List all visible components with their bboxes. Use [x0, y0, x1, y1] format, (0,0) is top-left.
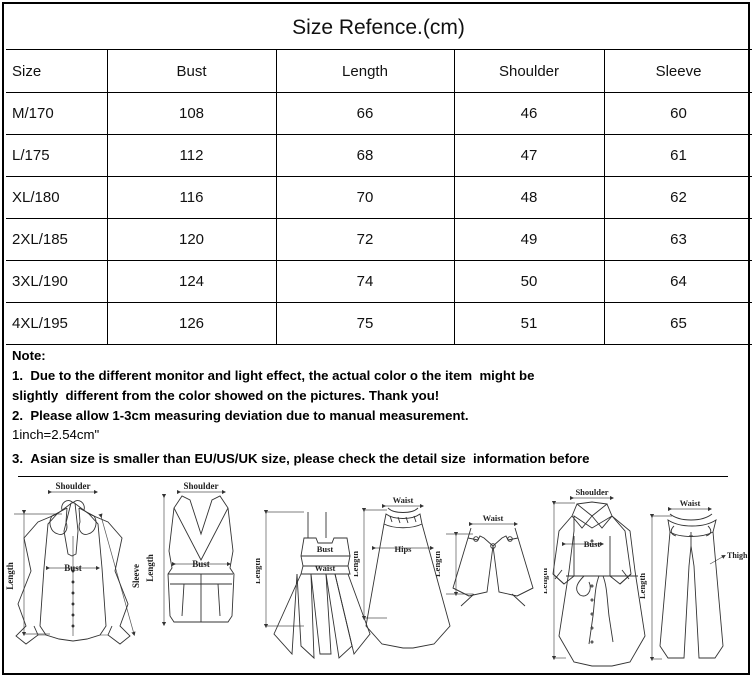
svg-text:Shoulder: Shoulder	[183, 481, 218, 491]
svg-text:Waist: Waist	[483, 513, 504, 523]
svg-text:Bust: Bust	[584, 539, 601, 549]
svg-text:Bust: Bust	[64, 563, 82, 573]
svg-text:Length: Length	[436, 551, 442, 577]
svg-text:Shoulder: Shoulder	[55, 481, 90, 491]
svg-text:Length: Length	[640, 573, 647, 599]
svg-text:Length: Length	[256, 558, 262, 584]
svg-text:Bust: Bust	[317, 544, 334, 554]
svg-text:Length: Length	[145, 554, 155, 582]
svg-text:Thigh: Thigh	[727, 551, 748, 560]
svg-text:Bust: Bust	[192, 559, 210, 569]
svg-text:Waist: Waist	[315, 563, 336, 573]
svg-text:Waist: Waist	[680, 498, 701, 508]
svg-text:Hips: Hips	[394, 544, 412, 554]
svg-text:Length: Length	[5, 562, 15, 590]
svg-text:Length: Length	[354, 551, 360, 577]
svg-text:Shoulder: Shoulder	[575, 487, 608, 497]
svg-text:Waist: Waist	[393, 495, 414, 505]
svg-text:Length: Length	[544, 568, 549, 594]
svg-text:Sleeve: Sleeve	[131, 564, 141, 588]
